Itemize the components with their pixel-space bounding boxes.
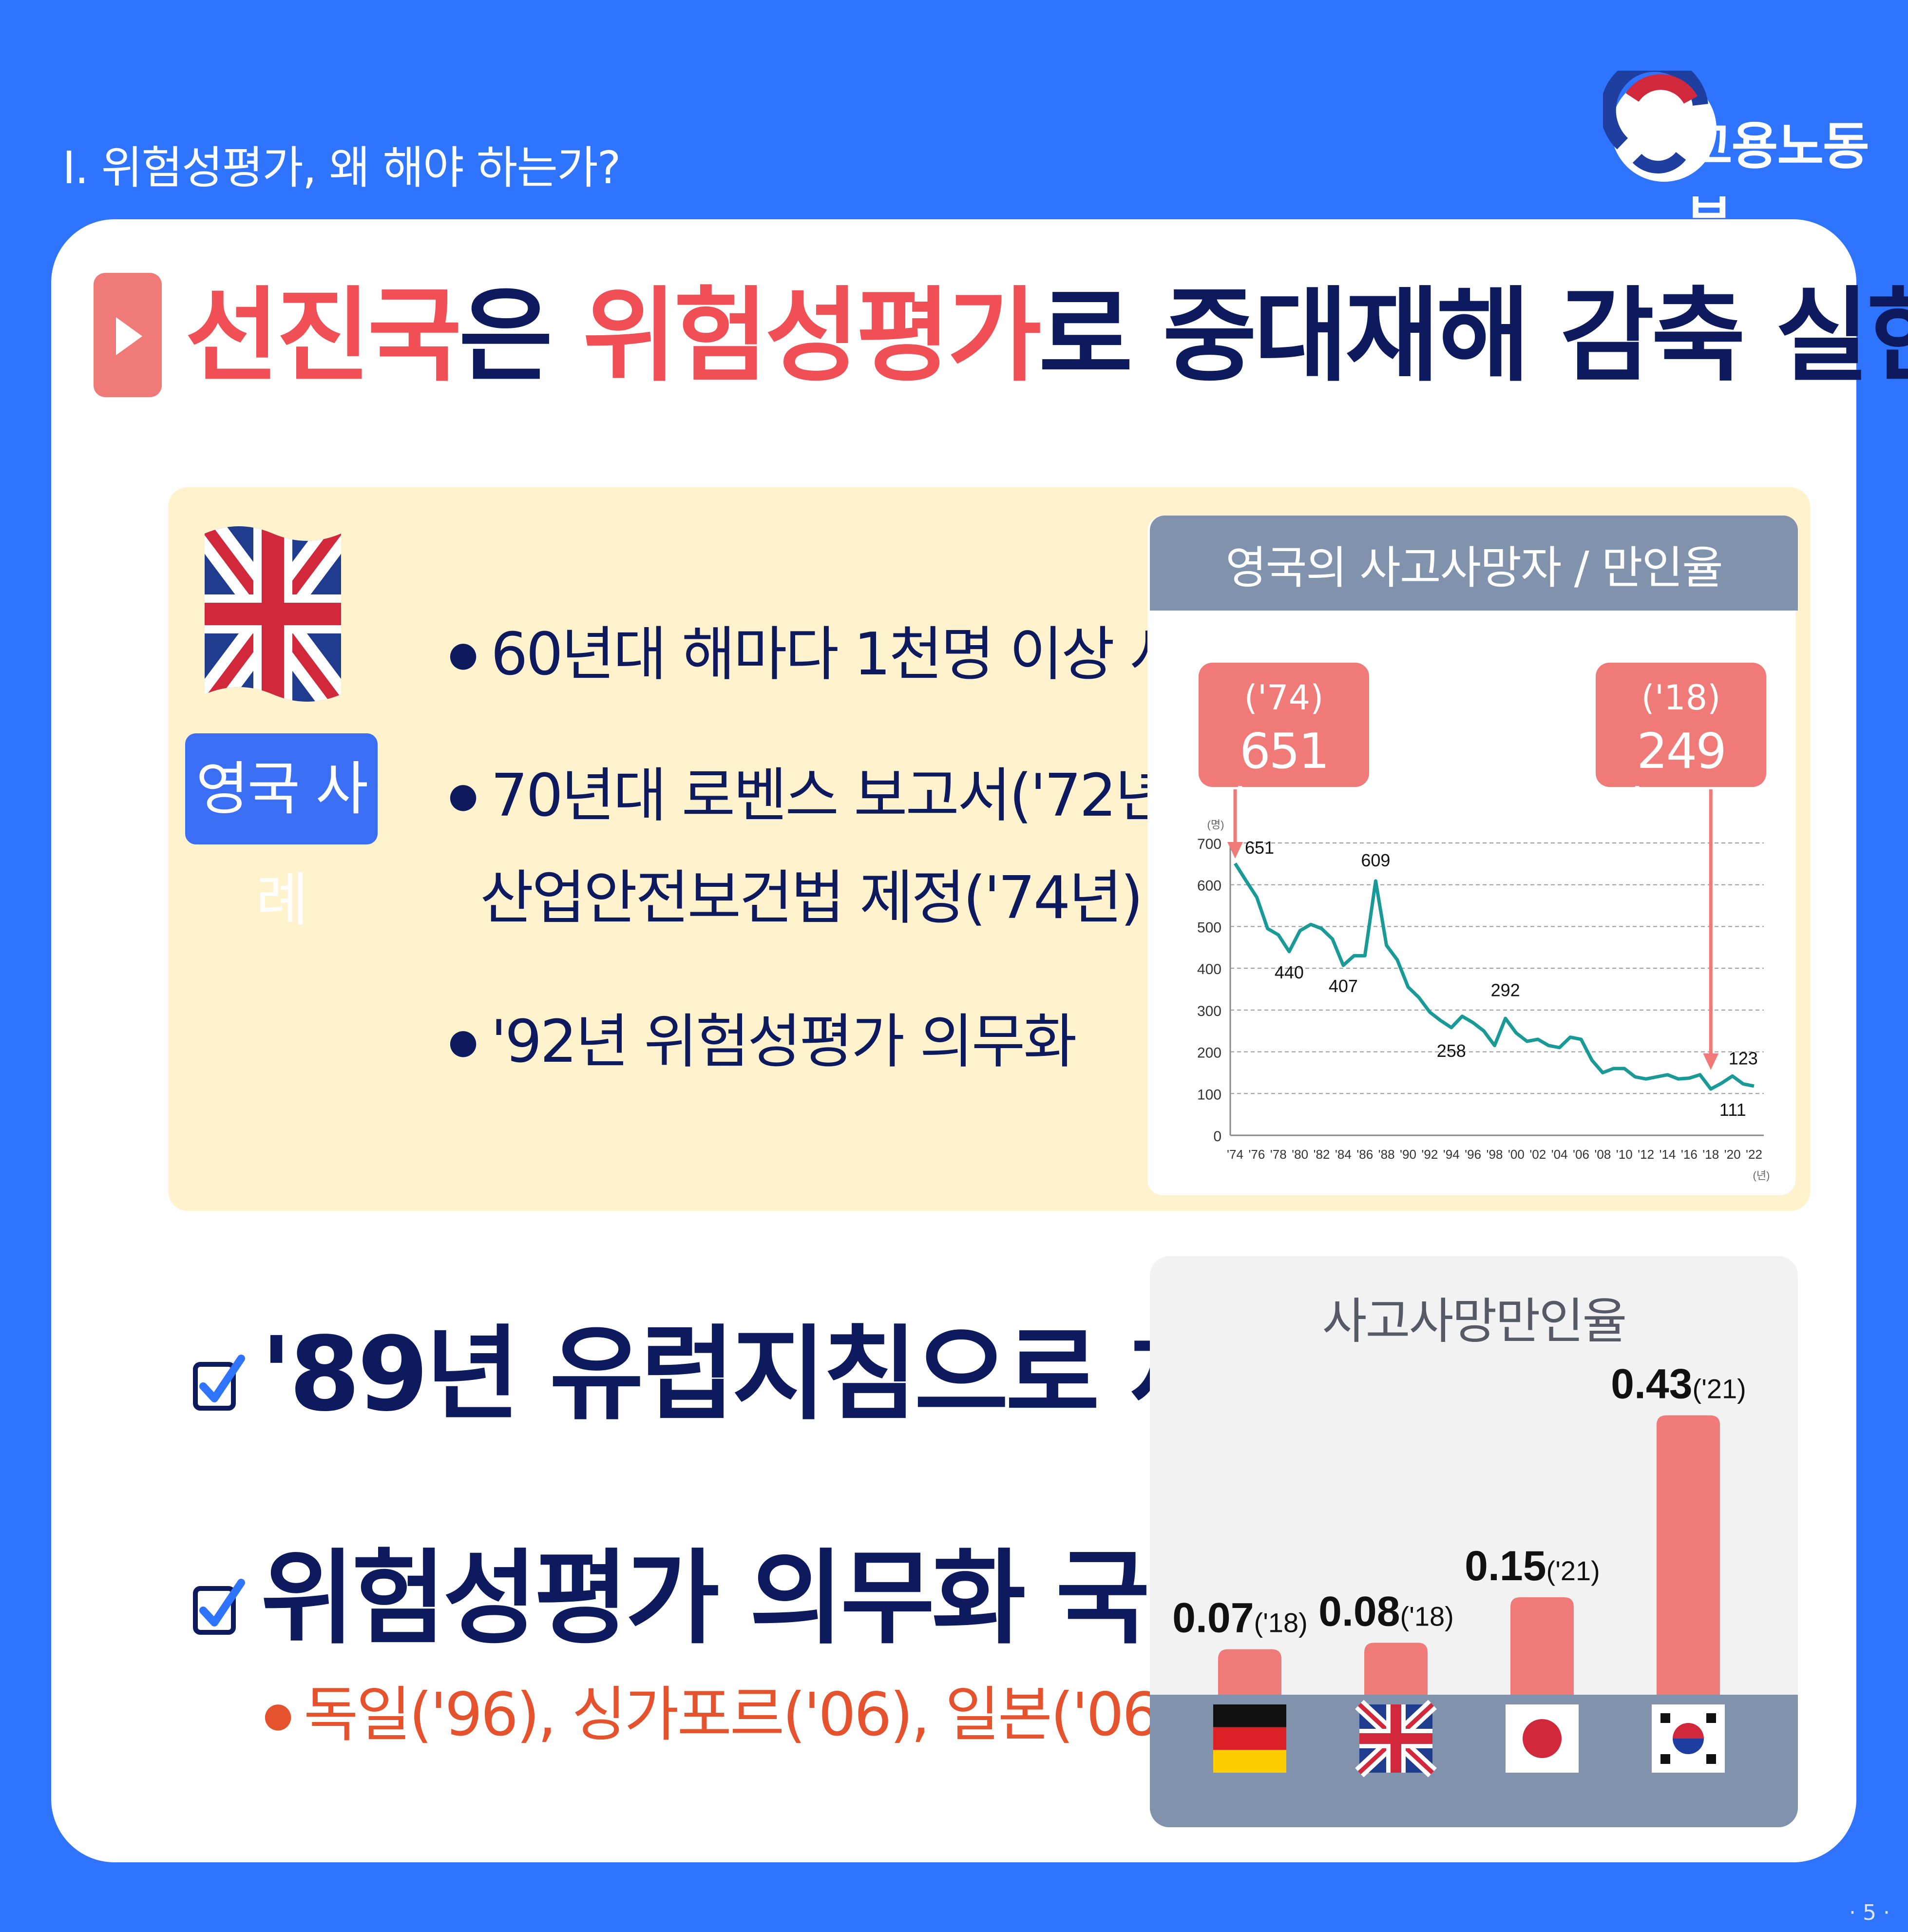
title-part-4: 로 중대재해 감축 실현: [1038, 276, 1908, 396]
bar-japan: [1510, 1597, 1574, 1695]
x-tick-label: '94: [1443, 1147, 1460, 1162]
play-icon: [116, 317, 142, 355]
x-tick-label: '76: [1248, 1147, 1265, 1162]
callout-2018: ('18) 249명/0.08: [1596, 663, 1766, 838]
y-tick-label: 300: [1197, 1003, 1221, 1019]
callout-2018-year: ('18): [1641, 678, 1721, 718]
bar-chart-title: 사고사망만인율: [1322, 1293, 1627, 1350]
x-tick-label: '18: [1702, 1147, 1719, 1162]
x-tick-label: '10: [1616, 1147, 1633, 1162]
y-tick-label: 0: [1213, 1129, 1221, 1145]
uk-line-chart: 0 100 200 300 400 500 600 700 (명) '74 '76 '78 '80 '8…: [1197, 789, 1770, 1182]
bar-uk: [1364, 1643, 1428, 1695]
series-line: [1234, 862, 1755, 1091]
ministry-logo: [1603, 71, 1717, 182]
callout-arrows: [1227, 789, 1719, 1070]
x-tick-label: '86: [1356, 1147, 1373, 1162]
bar-value-label: 0.08('18): [1318, 1588, 1454, 1635]
uk-bullet-3: ● '92년 위험성평가 의무화: [448, 1008, 1077, 1076]
page-title: 선진국은 위험성평가로 중대재해 감축 실현: [185, 273, 1908, 400]
y-tick-label: 100: [1197, 1087, 1221, 1103]
x-tick-label: '80: [1292, 1147, 1308, 1162]
uk-flag-icon: [205, 526, 341, 702]
y-tick-label: 600: [1197, 878, 1221, 894]
x-axis-ticks: '74 '76 '78 '80 '82 '84 '86 '88 '90 '92 '94 '96 '98 '…: [1227, 1147, 1770, 1182]
bar-value-label: 0.07('18): [1172, 1595, 1308, 1642]
y-unit-label: (명): [1207, 819, 1224, 831]
page-number: · 5 ·: [1849, 1900, 1890, 1925]
checkbox-checked-icon: [193, 1355, 245, 1411]
korea-flag-icon: [1652, 1704, 1725, 1773]
point-label: 292: [1491, 980, 1520, 1000]
callout-arrow-head: [1227, 842, 1243, 859]
bar-value-label: 0.43('21): [1611, 1361, 1746, 1408]
x-tick-label: '02: [1529, 1147, 1546, 1162]
callout-1974: ('74) 651명/0.34: [1199, 663, 1369, 838]
x-tick-label: '00: [1508, 1147, 1525, 1162]
x-tick-label: '12: [1638, 1147, 1654, 1162]
point-labels: 651 440 407 609 258 292 111 123: [1245, 838, 1758, 1120]
y-tick-label: 500: [1197, 919, 1221, 936]
x-tick-label: '78: [1270, 1147, 1287, 1162]
x-tick-label: '82: [1314, 1147, 1330, 1162]
callout-2018-value: 249명/0.08: [1600, 723, 1763, 838]
callout-arrow-head: [1703, 1053, 1719, 1070]
uk-bullet-1: ● 60년대 해마다 1천명 이상 사망: [448, 621, 1235, 689]
bar-germany: [1218, 1649, 1281, 1695]
x-tick-label: '98: [1487, 1147, 1503, 1162]
x-tick-label: '74: [1227, 1147, 1243, 1162]
point-label: 123: [1729, 1049, 1758, 1069]
x-tick-label: '04: [1551, 1147, 1568, 1162]
y-tick-label: 700: [1197, 836, 1221, 852]
x-tick-label: '88: [1378, 1147, 1395, 1162]
y-axis-ticks: 0 100 200 300 400 500 600 700 (명): [1197, 819, 1224, 1145]
y-tick-label: 400: [1197, 961, 1221, 977]
uk-case-badge: 영국 사례: [185, 733, 378, 934]
x-tick-label: '84: [1335, 1147, 1352, 1162]
uk-chart-title: 영국의 사고사망자 / 만인율: [1150, 516, 1798, 611]
x-tick-label: '22: [1746, 1147, 1762, 1162]
y-tick-label: 200: [1197, 1045, 1221, 1061]
title-part-risk: 위험성평가: [582, 276, 1042, 396]
x-tick-label: '06: [1573, 1147, 1589, 1162]
point-label: 440: [1275, 962, 1304, 982]
uk-flag-icon: [1355, 1700, 1437, 1778]
play-marker: [94, 273, 162, 397]
point-label: 609: [1361, 850, 1390, 870]
germany-flag-icon: [1213, 1704, 1286, 1773]
bar-korea: [1657, 1415, 1720, 1695]
title-part-advanced: 선진국: [185, 276, 462, 396]
x-tick-label: '16: [1681, 1147, 1698, 1162]
x-tick-label: '20: [1724, 1147, 1741, 1162]
fatality-rate-bar-chart: 0.07('18) 0.08('18)0.15('21) 0.43('21): [1172, 1361, 1746, 1778]
title-part-2: 은: [458, 276, 583, 396]
callout-1974-value: 651명/0.34: [1203, 723, 1366, 838]
point-label: 258: [1437, 1041, 1466, 1061]
callout-1974-year: ('74): [1244, 678, 1324, 718]
x-tick-label: '90: [1400, 1147, 1416, 1162]
japan-flag-icon: [1506, 1704, 1579, 1773]
point-label: 651: [1245, 838, 1274, 858]
x-unit-label: (년): [1753, 1169, 1770, 1182]
uk-bullet-2-cont: 산업안전보건법 제정('74년): [480, 864, 1143, 932]
x-tick-label: '96: [1465, 1147, 1481, 1162]
checkbox-checked-icon: [193, 1579, 245, 1635]
uk-chart-card: [1147, 516, 1795, 1195]
section-label: Ⅰ. 위험성평가, 왜 해야 하는가?: [62, 142, 621, 194]
point-label: 111: [1719, 1100, 1746, 1120]
country-examples: ● 독일('96), 싱가포르('06), 일본('06) 등: [263, 1680, 1251, 1749]
check-item-1: '89년 유럽지침으로 채택: [192, 1291, 1315, 1439]
point-label: 407: [1329, 976, 1358, 996]
x-tick-label: '14: [1660, 1147, 1676, 1162]
bar-value-label: 0.15('21): [1465, 1543, 1600, 1589]
x-tick-label: '92: [1421, 1147, 1438, 1162]
taegeuk-emblem-icon: [1603, 71, 1717, 182]
x-tick-label: '08: [1594, 1147, 1611, 1162]
